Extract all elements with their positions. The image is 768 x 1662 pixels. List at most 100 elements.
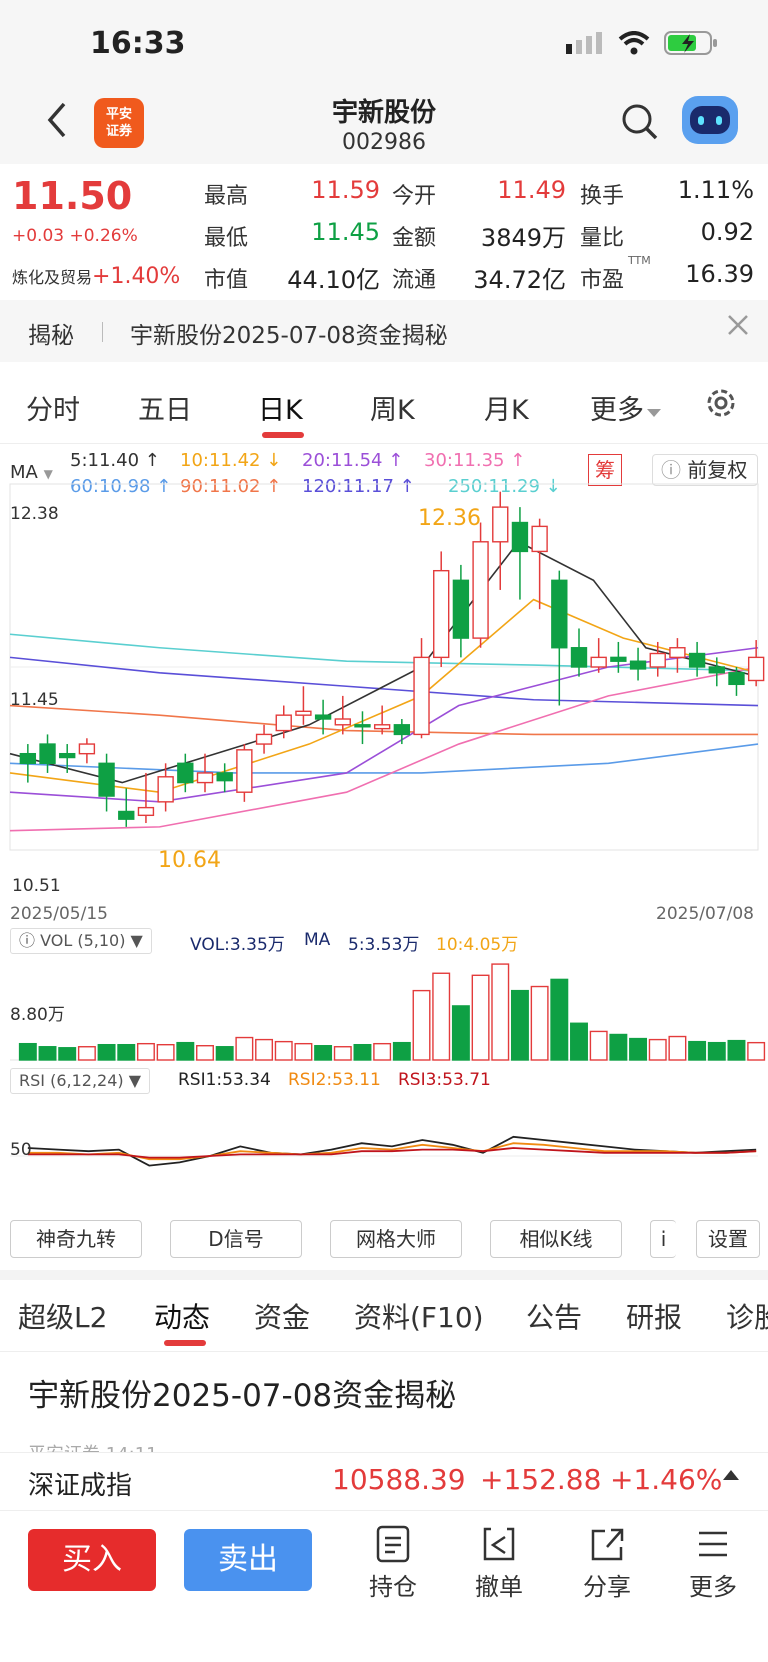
candle-body xyxy=(98,762,115,797)
volume-bar xyxy=(570,1022,588,1061)
tab-funds[interactable]: 资金 xyxy=(254,1301,311,1334)
tool-d-signal[interactable]: D信号 xyxy=(170,1220,302,1258)
candle-body xyxy=(314,714,332,720)
sector-info[interactable]: 炼化及贸易+1.40% xyxy=(12,264,181,289)
kline-chart-area[interactable]: MA ▼ 5:11.40 ↑ 10:11.42 ↓ 20:11.54 ↑ 30:… xyxy=(0,444,768,1214)
volume-bar xyxy=(274,1040,293,1061)
tab-five-day[interactable]: 五日 xyxy=(138,395,192,426)
share-button[interactable]: 分享 xyxy=(572,1525,642,1602)
tab-news[interactable]: 动态 xyxy=(154,1301,211,1334)
tool-nine-turn[interactable]: 神奇九转 xyxy=(10,1220,142,1258)
robot-icon xyxy=(690,106,730,134)
volume-bar xyxy=(373,1042,392,1061)
candle-body xyxy=(433,569,450,659)
volume-bar xyxy=(255,1038,274,1061)
more-button[interactable]: 更多 xyxy=(678,1525,748,1602)
volume-bar xyxy=(196,1045,214,1061)
ma10-label: 10:11.42 ↓ xyxy=(180,450,282,471)
y-top-label: 12.38 xyxy=(10,504,59,524)
low-annotation: 10.64 xyxy=(158,848,221,873)
ma10-line xyxy=(9,598,759,794)
ma5-label: 5:11.40 ↑ xyxy=(70,450,160,471)
tab-monthly-k[interactable]: 月K xyxy=(484,395,529,426)
undo-icon xyxy=(483,1527,515,1561)
candle-body xyxy=(747,656,765,682)
pe-label: 市盈 xyxy=(580,268,625,293)
tab-announcements[interactable]: 公告 xyxy=(526,1301,583,1334)
hold-button[interactable]: 持仓 xyxy=(358,1525,428,1602)
amount-label: 金额 xyxy=(392,226,437,251)
settings-button[interactable] xyxy=(704,386,738,424)
volume-selector[interactable]: ⓘ VOL (5,10) ▼ xyxy=(10,928,152,954)
volume-bar xyxy=(747,1041,766,1061)
volume-bar xyxy=(550,978,569,1061)
mktcap-value: 44.10亿 xyxy=(287,266,380,294)
tab-more[interactable]: 更多 xyxy=(590,388,662,427)
volume-bar xyxy=(136,1042,155,1061)
volume-bar xyxy=(688,1040,707,1061)
tab-super-l2[interactable]: 超级L2 xyxy=(18,1301,108,1334)
tool-similar-k[interactable]: 相似K线 xyxy=(490,1220,622,1258)
sell-button[interactable]: 卖出 xyxy=(184,1529,312,1591)
ma30-line xyxy=(9,666,759,832)
volume-bar xyxy=(412,989,431,1061)
candle-body xyxy=(393,724,411,736)
ma-selector[interactable]: MA ▼ xyxy=(10,462,53,483)
ma90-line xyxy=(9,704,758,736)
chip-button[interactable]: 筹 xyxy=(588,454,622,486)
tab-f10[interactable]: 资料(F10) xyxy=(354,1301,484,1334)
signal-icon xyxy=(566,32,602,54)
section-gap xyxy=(0,1270,768,1280)
ma120-line xyxy=(9,656,759,707)
y-bottom-label: 10.51 xyxy=(12,876,61,896)
tab-weekly-k[interactable]: 周K xyxy=(370,395,415,426)
candle-body xyxy=(334,718,351,726)
tab-research[interactable]: 研报 xyxy=(626,1301,683,1334)
tool-grid-master[interactable]: 网格大师 xyxy=(330,1220,462,1258)
candle-body xyxy=(196,772,214,784)
candle-body xyxy=(511,521,529,553)
mktcap-label: 市值 xyxy=(204,268,249,293)
cancel-order-button[interactable]: 撤单 xyxy=(464,1525,534,1602)
volume-bar xyxy=(668,1035,687,1061)
broker-logo: 平安 证券 xyxy=(94,98,144,148)
rsi1-label: RSI1:53.34 xyxy=(178,1070,271,1090)
header: 平安 证券 宇新股份 002986 xyxy=(0,90,768,164)
index-pct: +1.46% xyxy=(610,1463,723,1496)
news-title[interactable]: 宇新股份2025-07-08资金揭秘 xyxy=(28,1378,457,1414)
index-bar[interactable]: 深证成指 10588.39 +152.88 +1.46% xyxy=(0,1452,768,1510)
rsi-selector[interactable]: RSI (6,12,24) ▼ xyxy=(10,1068,151,1094)
buy-button[interactable]: 买入 xyxy=(28,1529,156,1591)
robot-assistant-button[interactable] xyxy=(682,96,738,144)
tab-minute[interactable]: 分时 xyxy=(26,395,80,426)
back-button[interactable] xyxy=(44,100,70,148)
candle-body xyxy=(137,806,155,817)
notice-tag: 揭秘 xyxy=(28,323,74,349)
expand-button[interactable] xyxy=(722,1467,740,1486)
pe-ttm-label: TTM xyxy=(628,254,651,267)
candle-body xyxy=(590,656,607,668)
candle-body xyxy=(629,660,647,670)
vol-ma-label: MA xyxy=(304,930,331,950)
candle-body xyxy=(649,652,666,668)
candle-body xyxy=(452,579,470,639)
adjust-button[interactable]: ⓘ 前复权 xyxy=(652,454,758,486)
tab-daily-k[interactable]: 日K xyxy=(258,395,303,426)
tool-settings[interactable]: 设置 xyxy=(696,1220,760,1258)
price-change: +0.03 +0.26% xyxy=(12,226,138,246)
tool-partial[interactable]: i xyxy=(650,1220,676,1258)
status-time: 16:33 xyxy=(90,26,186,61)
notice-bar[interactable]: 揭秘 宇新股份2025-07-08资金揭秘 xyxy=(0,300,768,362)
ma5-line xyxy=(9,540,759,784)
candle-body xyxy=(728,672,745,686)
stock-name: 宇新股份 xyxy=(331,98,436,128)
vol-ma10-label: 10:4.05万 xyxy=(436,935,519,955)
close-button[interactable] xyxy=(726,310,750,345)
volume-bar xyxy=(353,1043,372,1061)
volume-bar xyxy=(117,1043,136,1061)
volume-bar xyxy=(333,1046,352,1061)
volume-bar xyxy=(18,1042,37,1061)
tab-diagnose[interactable]: 诊股 xyxy=(726,1301,768,1334)
search-button[interactable] xyxy=(620,102,660,146)
quote-panel: 11.50 +0.03 +0.26% 炼化及贸易+1.40% 最高 11.59 … xyxy=(0,164,768,300)
